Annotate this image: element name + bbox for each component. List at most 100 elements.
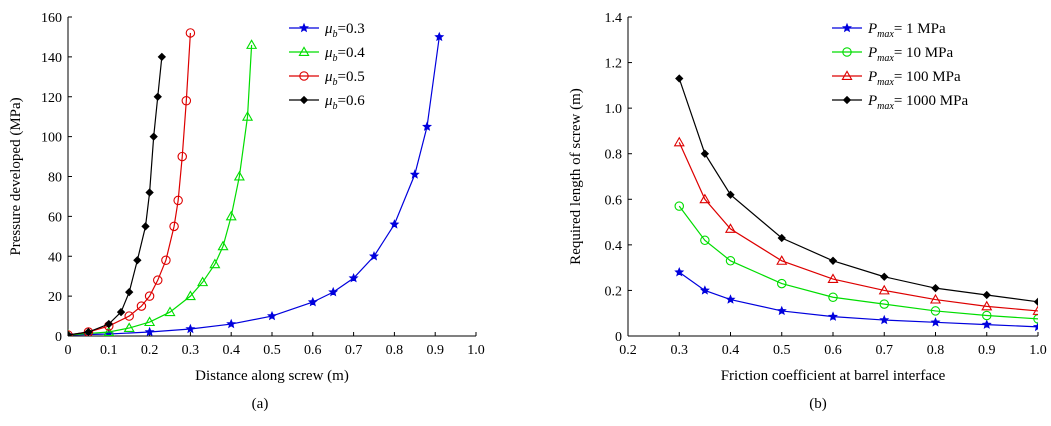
data-point (133, 256, 142, 265)
legend-entry: μb=0.5 (289, 69, 365, 88)
data-point (879, 314, 890, 325)
data-point (777, 233, 786, 243)
data-point (434, 31, 445, 42)
data-point (878, 284, 890, 295)
data-point (177, 151, 187, 162)
series-1 (68, 31, 445, 336)
x-tick-label: 0.8 (386, 343, 404, 358)
y-tick-label: 60 (48, 210, 62, 225)
y-tick-label: 0.4 (605, 239, 623, 254)
series-line (678, 142, 1038, 312)
legend-label: Pmax= 1 MPa (867, 21, 946, 40)
legend-entry: Pmax= 1000 MPa (832, 93, 968, 112)
legend-label: Pmax= 1000 MPa (867, 93, 968, 112)
legend-label: Pmax= 100 MPa (867, 69, 961, 88)
series-4 (68, 52, 167, 336)
data-point (68, 330, 73, 336)
x-tick-label: 0.9 (426, 343, 444, 358)
legend-label: μb=0.4 (324, 45, 365, 64)
data-point (116, 307, 126, 317)
data-point (225, 210, 237, 221)
x-tick-label: 0.2 (141, 343, 159, 358)
data-point (422, 121, 433, 131)
chart-a: 0 0.1 0.2 0.3 0.4 0.5 0.6 0.7 0.8 0.9 1.0 0 20 40 60 80… (8, 11, 485, 412)
y-tick-label: 1.2 (605, 57, 623, 72)
y-tick-label: 0 (615, 330, 622, 345)
data-point (104, 319, 113, 329)
data-point (233, 170, 245, 181)
legend-entry: Pmax= 1 MPa (832, 21, 946, 40)
data-point (197, 276, 209, 287)
series-3 (673, 136, 1038, 315)
data-point (929, 293, 942, 304)
data-point (673, 136, 685, 147)
series-line (678, 205, 1038, 320)
data-point (144, 316, 156, 327)
series-2 (674, 201, 1038, 324)
legend-marker (298, 46, 310, 57)
data-point (161, 255, 171, 265)
data-point (169, 221, 179, 232)
data-point (125, 287, 134, 297)
legend-marker (842, 22, 852, 33)
data-point (880, 272, 889, 281)
legend-entry: Pmax= 10 MPa (832, 45, 953, 64)
data-point (827, 273, 839, 284)
legend-entry: Pmax= 100 MPa (832, 69, 961, 88)
y-tick-label: 120 (41, 91, 62, 106)
data-point (153, 92, 162, 101)
data-point (389, 219, 400, 229)
data-point (141, 222, 150, 231)
legend-marker (841, 70, 853, 80)
data-point (930, 317, 941, 327)
series-4 (675, 74, 1038, 306)
data-point (409, 169, 420, 179)
data-point (241, 110, 254, 121)
series-line (68, 36, 440, 336)
series-line (678, 78, 1038, 303)
x-tick-label: 0.7 (345, 343, 363, 358)
data-point (103, 326, 115, 336)
data-point (675, 74, 684, 83)
data-point (226, 318, 237, 329)
x-tick-label: 0.9 (978, 343, 996, 358)
data-point (724, 223, 737, 233)
data-point (181, 95, 192, 106)
y-tick-label: 100 (41, 131, 62, 146)
data-point (348, 272, 359, 283)
y-tick-label: 140 (41, 51, 62, 66)
data-point (725, 256, 736, 266)
x-tick-label: 0.3 (671, 343, 689, 358)
data-point (828, 256, 838, 265)
data-point (68, 330, 73, 336)
x-tick-label: 1.0 (467, 343, 485, 358)
data-point (164, 306, 176, 317)
data-point (185, 323, 196, 334)
data-point (674, 266, 685, 277)
y-tick-label: 0 (55, 330, 62, 345)
data-point (145, 188, 154, 197)
data-point (209, 258, 221, 269)
data-point (828, 311, 838, 321)
y-tick-label: 160 (41, 11, 62, 26)
data-point (246, 39, 258, 49)
x-tick-label: 0.3 (182, 343, 200, 358)
legend-label: μb=0.3 (324, 21, 365, 40)
x-tick-label: 0.5 (263, 343, 281, 358)
x-tick-label: 0.8 (927, 343, 945, 358)
data-point (982, 290, 991, 300)
data-point (369, 251, 379, 261)
y-tick-label: 0.2 (605, 284, 623, 299)
y-axis-label: Pressure developed (MPa) (8, 97, 24, 255)
data-point (776, 305, 787, 316)
data-point (144, 291, 155, 301)
chart-b: 0.2 0.3 0.4 0.5 0.6 0.7 0.8 0.9 1.000.20.40.60.8… (568, 11, 1047, 412)
data-point (217, 240, 229, 251)
data-point (1033, 297, 1038, 306)
legend-label: Pmax= 10 MPa (867, 45, 953, 64)
data-point (149, 132, 158, 141)
data-point (674, 201, 684, 211)
y-tick-label: 1.0 (605, 102, 623, 117)
data-point (981, 300, 993, 311)
